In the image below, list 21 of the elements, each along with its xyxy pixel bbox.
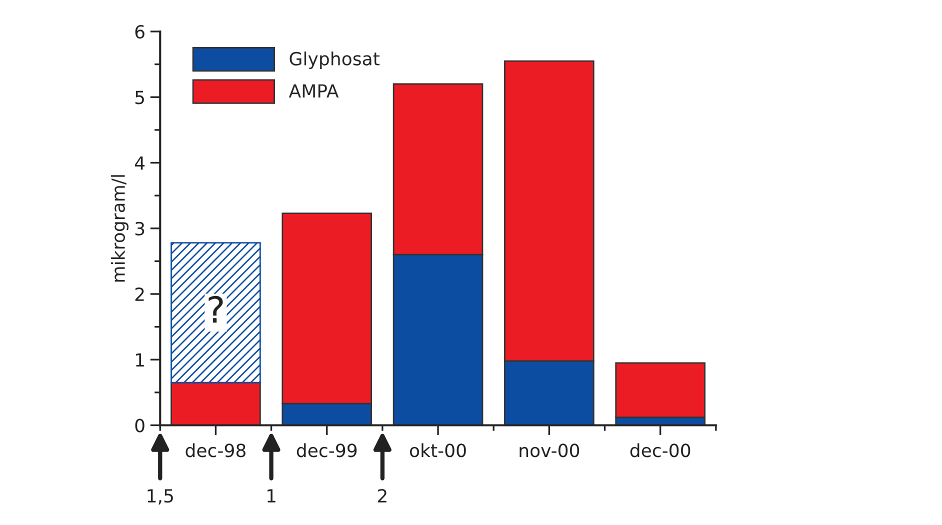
bar (170, 242, 261, 384)
x-tick-label: dec-99 (296, 443, 357, 458)
x-tick-label: dec-98 (186, 443, 246, 458)
text: 1 (268, 489, 276, 502)
y-tick-label: 5 (135, 90, 144, 104)
y-tick-label: 2 (135, 287, 144, 301)
x-tick-label: okt-00 (410, 443, 466, 458)
y-tick-label: 0 (135, 418, 144, 432)
y-tick-label: 1 (136, 353, 144, 366)
text: 1,5 (148, 489, 173, 505)
annotation: ? (208, 296, 223, 323)
y-tick-label: 3 (135, 222, 144, 236)
y-tick-label: 6 (135, 24, 144, 39)
legend-label: AMPA (288, 84, 339, 98)
y-axis-title: mikrogram/l (111, 175, 129, 282)
y-tick-label: 4 (134, 156, 145, 170)
bar (170, 382, 261, 426)
text: 2 (378, 489, 386, 502)
x-tick-label: dec-00 (630, 443, 690, 458)
legend-label: Glyphosat (290, 52, 380, 70)
x-tick-label: nov-00 (520, 444, 580, 458)
